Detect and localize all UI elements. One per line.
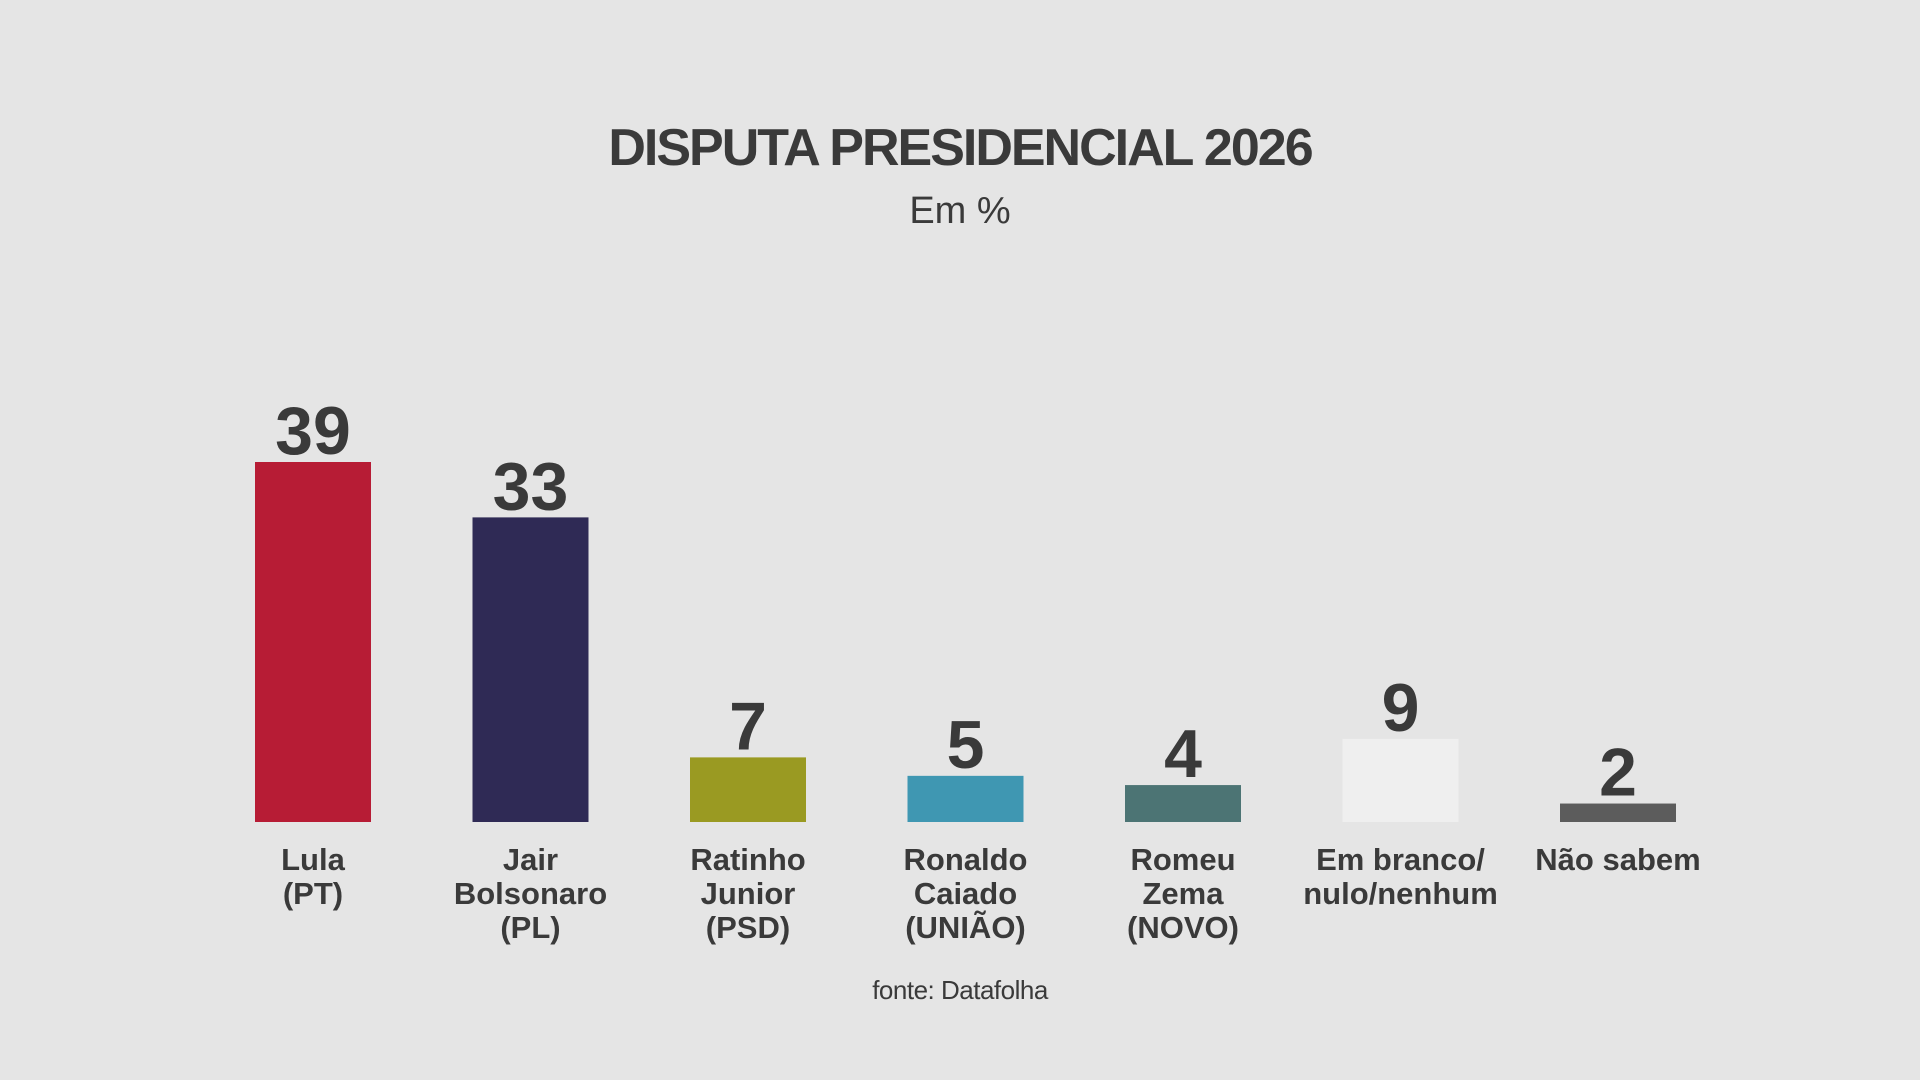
category-label-line: nulo/nenhum: [1303, 876, 1498, 911]
category-label-line: Junior: [701, 876, 796, 911]
category-label-line: Ratinho: [690, 842, 805, 877]
data-label-3: 5: [947, 707, 985, 783]
data-label-4: 4: [1164, 716, 1202, 792]
category-label-1: Jair Bolsonaro (PL): [454, 842, 607, 945]
category-label-0: Lula (PT): [281, 842, 345, 911]
chart-title: DISPUTA PRESIDENCIAL 2026: [608, 119, 1313, 177]
bar-5: [1342, 738, 1459, 822]
data-label-1: 33: [493, 448, 569, 524]
category-label-line: (PSD): [706, 910, 790, 945]
data-label-6: 2: [1599, 735, 1637, 811]
bar-1: [472, 517, 589, 822]
category-label-line: Caiado: [914, 876, 1017, 911]
category-label-line: Romeu: [1130, 842, 1235, 877]
category-label-line: (UNIÃO): [905, 910, 1026, 945]
category-label-line: Bolsonaro: [454, 876, 607, 911]
category-label-2: Ratinho Junior (PSD): [690, 842, 805, 945]
category-label-line: Em branco/: [1316, 842, 1485, 877]
chart-subtitle: Em %: [909, 190, 1011, 232]
category-label-line: (PT): [283, 876, 343, 911]
category-label-6: Não sabem: [1535, 842, 1700, 877]
data-label-2: 7: [729, 688, 767, 764]
bar-4: [1125, 785, 1241, 822]
bar-2: [690, 757, 806, 822]
category-label-5: Em branco/nulo/nenhum: [1303, 842, 1498, 911]
category-label-line: Zema: [1143, 876, 1225, 911]
category-label-line: (PL): [500, 910, 560, 945]
category-label-line: Não sabem: [1535, 842, 1700, 877]
category-label-line: (NOVO): [1127, 910, 1239, 945]
category-label-line: Ronaldo: [904, 842, 1028, 877]
source-note: fonte: Datafolha: [872, 975, 1048, 1005]
bar-6: [1560, 803, 1676, 822]
bar-3: [907, 775, 1024, 822]
category-label-3: Ronaldo Caiado (UNIÃO): [904, 842, 1028, 945]
bar-0: [255, 462, 371, 822]
data-label-5: 9: [1382, 670, 1420, 746]
category-label-line: Jair: [503, 842, 558, 877]
data-label-0: 39: [275, 393, 351, 469]
category-label-4: Romeu Zema (NOVO): [1127, 842, 1239, 945]
category-label-line: Lula: [281, 842, 345, 877]
